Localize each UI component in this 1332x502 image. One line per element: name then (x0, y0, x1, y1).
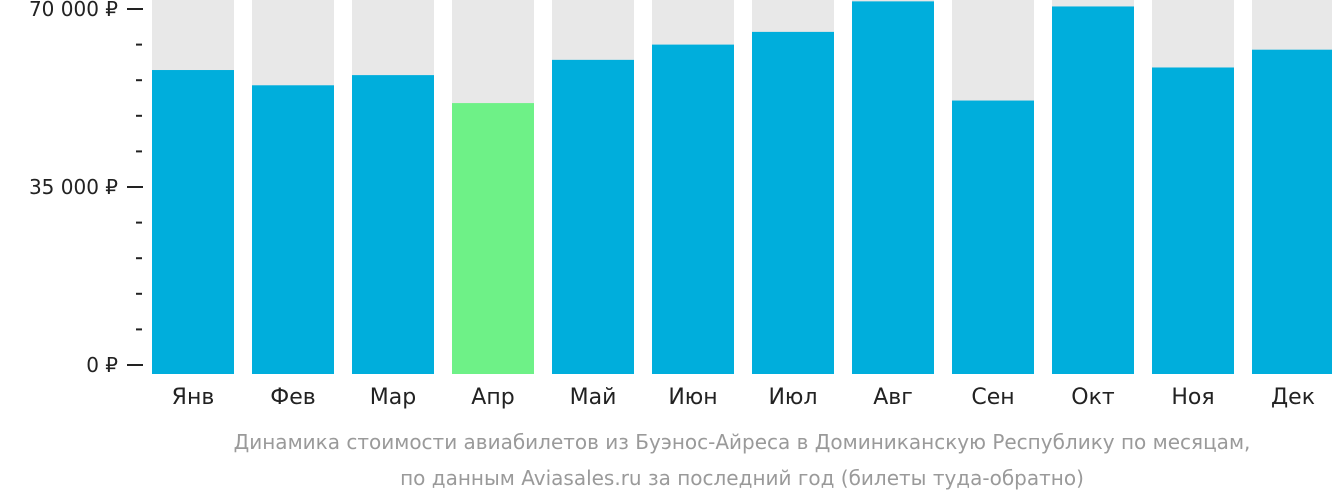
bar-8 (852, 1, 934, 374)
x-tick-label: Авг (873, 385, 913, 410)
bar-3 (352, 75, 434, 374)
x-tick-label: Июн (668, 385, 717, 410)
bar-4 (452, 103, 534, 374)
x-tick-label: Июл (768, 385, 817, 410)
bar-12 (1252, 49, 1332, 374)
y-tick-label: 0 ₽ (86, 353, 118, 377)
x-tick-label: Фев (270, 385, 315, 410)
bar-1 (152, 70, 234, 375)
x-tick-label: Дек (1271, 385, 1315, 410)
bar-10 (1052, 6, 1134, 374)
x-tick-label: Май (570, 385, 617, 410)
price-bars (152, 1, 1332, 375)
bar-2 (252, 85, 334, 375)
x-tick-label: Янв (172, 385, 215, 410)
y-axis: 0 ₽ 35 000 ₽ 70 000 ₽ (29, 0, 143, 377)
bar-7 (752, 31, 834, 375)
x-tick-label: Апр (471, 385, 514, 410)
bar-11 (1152, 67, 1234, 374)
x-tick-label: Ноя (1171, 385, 1214, 410)
price-bar-chart: 0 ₽ 35 000 ₽ 70 000 ₽ Янв Фев Мар Апр Май Июн Ию… (29, 0, 1332, 410)
chart-caption-line-2: по данным Aviasales.ru за последний год … (400, 466, 1084, 490)
bar-5 (552, 59, 634, 374)
x-tick-label: Окт (1071, 385, 1115, 410)
y-tick-label: 35 000 ₽ (29, 175, 118, 199)
bar-9 (952, 100, 1034, 375)
x-tick-label: Мар (370, 385, 416, 410)
x-axis: Янв Фев Мар Апр Май Июн Июл Авг Сен Окт Ноя Дек (172, 385, 1315, 410)
bar-6 (652, 44, 734, 374)
y-tick-label: 70 000 ₽ (29, 0, 118, 21)
chart-caption-line-1: Динамика стоимости авиабилетов из Буэнос… (233, 430, 1251, 454)
x-tick-label: Сен (971, 385, 1014, 410)
